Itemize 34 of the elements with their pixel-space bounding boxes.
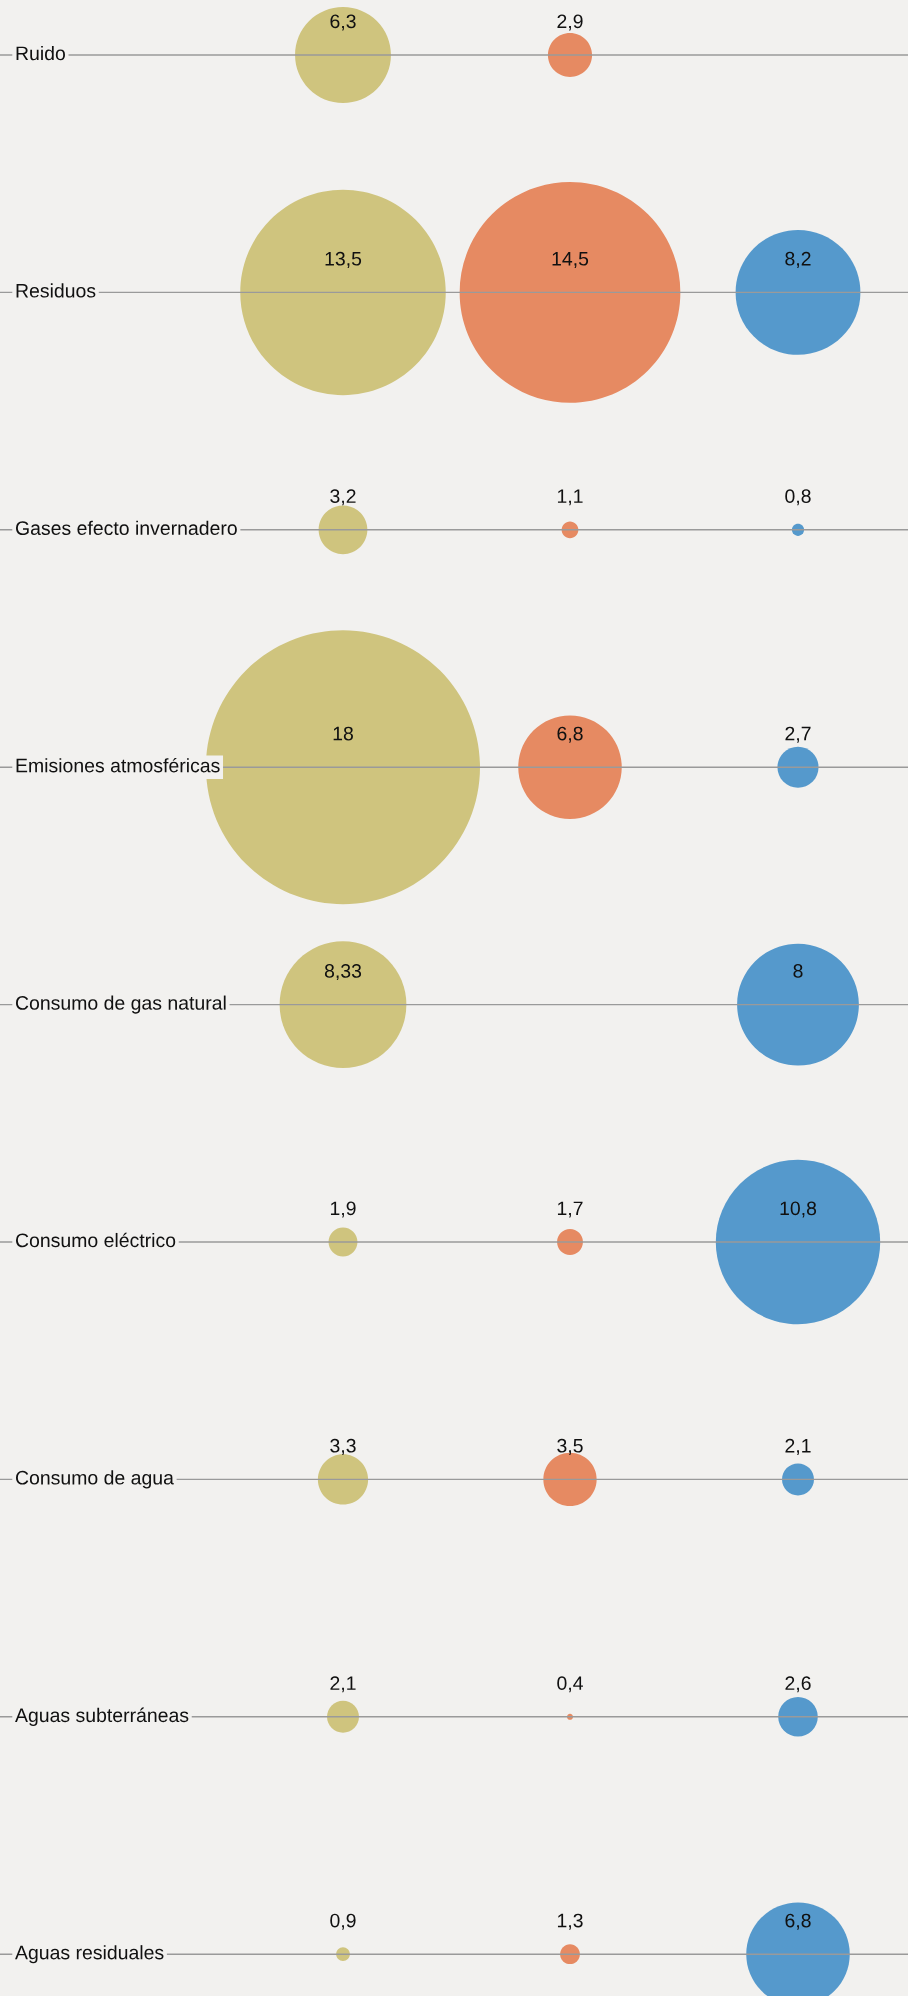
data-label: 18 <box>333 726 353 741</box>
category-label: Emisiones atmosféricas <box>16 757 220 773</box>
data-label: 6,3 <box>330 14 356 31</box>
data-label: 2,1 <box>330 1676 356 1693</box>
category-label: Aguas subterráneas <box>15 1707 189 1726</box>
data-label: 10,8 <box>780 1201 817 1218</box>
data-label: 6,8 <box>785 1913 811 1930</box>
category-label: Residuos <box>16 283 96 298</box>
data-label: 1,7 <box>557 1201 583 1218</box>
category-label: Consumo eléctrico <box>15 1232 176 1248</box>
data-label: 2,1 <box>785 1438 811 1455</box>
category-label: Consumo de agua <box>15 1470 174 1489</box>
data-label: 3,5 <box>557 1438 583 1455</box>
data-label: 3,2 <box>330 489 356 506</box>
data-label: 0,8 <box>785 489 811 506</box>
data-label: 13,5 <box>325 251 362 268</box>
data-label: 8 <box>793 964 803 978</box>
data-label: 8,2 <box>785 251 811 268</box>
data-label: 0,4 <box>557 1676 583 1693</box>
category-label: Ruido <box>16 45 65 61</box>
data-label: 1,1 <box>557 489 583 506</box>
data-label: 8,33 <box>324 964 362 981</box>
category-label: Gases efecto invernadero <box>15 520 237 536</box>
data-label: 1,3 <box>557 1913 583 1930</box>
data-label: 1,9 <box>330 1201 356 1218</box>
data-label: 0,9 <box>330 1913 356 1930</box>
data-label: 2,9 <box>557 14 583 31</box>
category-label: Aguas residuales <box>15 1945 164 1964</box>
data-label: 6,8 <box>557 726 583 743</box>
data-label: 14,5 <box>552 252 589 268</box>
data-label: 2,6 <box>785 1676 811 1693</box>
data-label: 3,3 <box>330 1438 356 1455</box>
category-label: Consumo de gas natural <box>15 995 226 1014</box>
data-label: 2,7 <box>785 726 811 743</box>
